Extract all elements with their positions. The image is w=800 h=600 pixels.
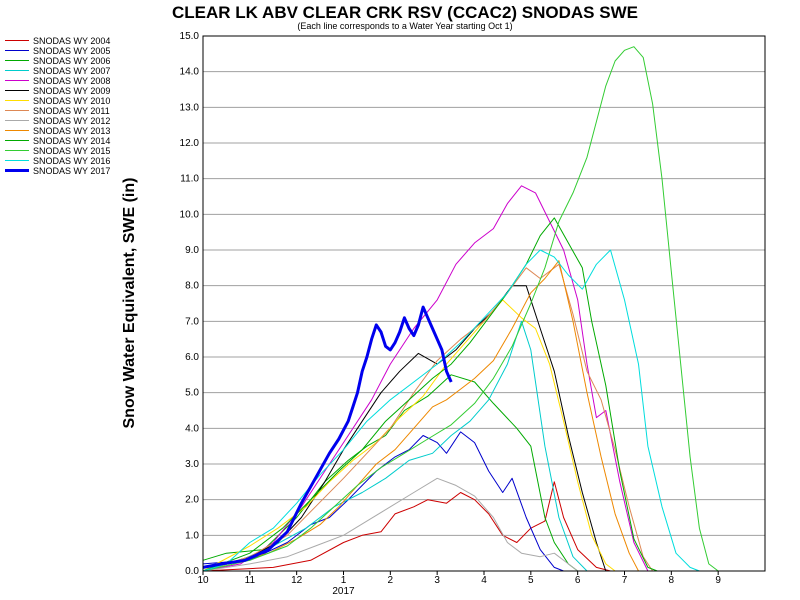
legend-label: SNODAS WY 2009 xyxy=(33,86,111,96)
legend-swatch xyxy=(5,50,29,51)
legend-swatch xyxy=(5,90,29,91)
y-tick-label: 9.0 xyxy=(185,245,199,256)
chart-subtitle: (Each line corresponds to a Water Year s… xyxy=(297,21,513,31)
x-tick-label: 2 xyxy=(388,575,394,586)
legend-label: SNODAS WY 2007 xyxy=(33,66,111,76)
series-line-wy2013 xyxy=(202,260,639,572)
x-tick-label: 10 xyxy=(197,575,209,586)
y-tick-label: 2.0 xyxy=(185,495,199,506)
y-tick-label: 12.0 xyxy=(180,138,200,149)
series-line-wy2015 xyxy=(202,46,719,572)
legend-label: SNODAS WY 2014 xyxy=(33,136,111,146)
series-line-wy2007 xyxy=(202,320,588,572)
legend-label: SNODAS WY 2006 xyxy=(33,56,111,66)
x-tick-label: 5 xyxy=(528,575,534,586)
legend-label: SNODAS WY 2008 xyxy=(33,76,111,86)
y-tick-label: 4.0 xyxy=(185,423,199,434)
plot-area xyxy=(203,36,765,571)
legend-swatch xyxy=(5,160,29,161)
legend-label: SNODAS WY 2016 xyxy=(33,156,111,166)
legend-swatch xyxy=(5,150,29,151)
x-tick-label: 8 xyxy=(669,575,675,586)
legend-swatch xyxy=(5,130,29,131)
y-tick-label: 11.0 xyxy=(180,174,199,185)
x-tick-label: 12 xyxy=(291,575,303,586)
x-tick-label: 3 xyxy=(434,575,440,586)
series-line-wy2011 xyxy=(202,263,654,572)
y-tick-label: 14.0 xyxy=(180,67,200,78)
legend-swatch xyxy=(5,70,29,71)
legend-label: SNODAS WY 2010 xyxy=(33,96,111,106)
series-line-wy2012 xyxy=(202,477,579,572)
x-tick-label: 9 xyxy=(715,575,721,586)
series-line-wy2005 xyxy=(202,431,564,572)
series-line-wy2010 xyxy=(202,299,616,572)
y-tick-label: 8.0 xyxy=(185,281,199,292)
chart-title: CLEAR LK ABV CLEAR CRK RSV (CCAC2) SNODA… xyxy=(172,3,638,22)
legend-label: SNODAS WY 2005 xyxy=(33,46,111,56)
series-line-wy2008 xyxy=(202,185,649,572)
y-tick-label: 10.0 xyxy=(180,209,200,220)
y-tick-label: 15.0 xyxy=(180,31,200,42)
legend-label: SNODAS WY 2011 xyxy=(33,106,110,116)
plot-frame xyxy=(202,35,766,572)
legend-swatch xyxy=(5,110,29,111)
y-tick-label: 6.0 xyxy=(185,352,199,363)
y-tick-label: 5.0 xyxy=(185,388,199,399)
x-tick-label: 6 xyxy=(575,575,581,586)
legend-swatch xyxy=(5,40,29,41)
x-tick-label: 1 xyxy=(341,575,347,586)
legend-swatch xyxy=(5,60,29,61)
legend-label: SNODAS WY 2004 xyxy=(33,36,111,46)
series-line-wy2006 xyxy=(202,374,579,572)
y-tick-label: 3.0 xyxy=(185,459,199,470)
legend-swatch xyxy=(5,169,29,172)
legend-swatch xyxy=(5,120,29,121)
legend-label: SNODAS WY 2013 xyxy=(33,126,111,136)
x-tick-label: 7 xyxy=(622,575,628,586)
x-year-label: 2017 xyxy=(332,586,355,597)
x-tick-label: 11 xyxy=(245,575,256,586)
x-tick-label: 4 xyxy=(481,575,487,586)
legend-label: SNODAS WY 2017 xyxy=(33,166,111,176)
y-tick-label: 0.0 xyxy=(185,566,199,577)
legend-swatch xyxy=(5,100,29,101)
legend-label: SNODAS WY 2012 xyxy=(33,116,111,126)
series-line-wy2004 xyxy=(202,481,611,572)
series-line-wy2014 xyxy=(202,217,658,572)
legend-swatch xyxy=(5,80,29,81)
y-tick-label: 13.0 xyxy=(180,102,200,113)
y-tick-label: 7.0 xyxy=(185,316,199,327)
legend-label: SNODAS WY 2015 xyxy=(33,146,111,156)
y-tick-label: 1.0 xyxy=(185,530,199,541)
series-line-wy2017 xyxy=(202,305,453,569)
legend-swatch xyxy=(5,140,29,141)
